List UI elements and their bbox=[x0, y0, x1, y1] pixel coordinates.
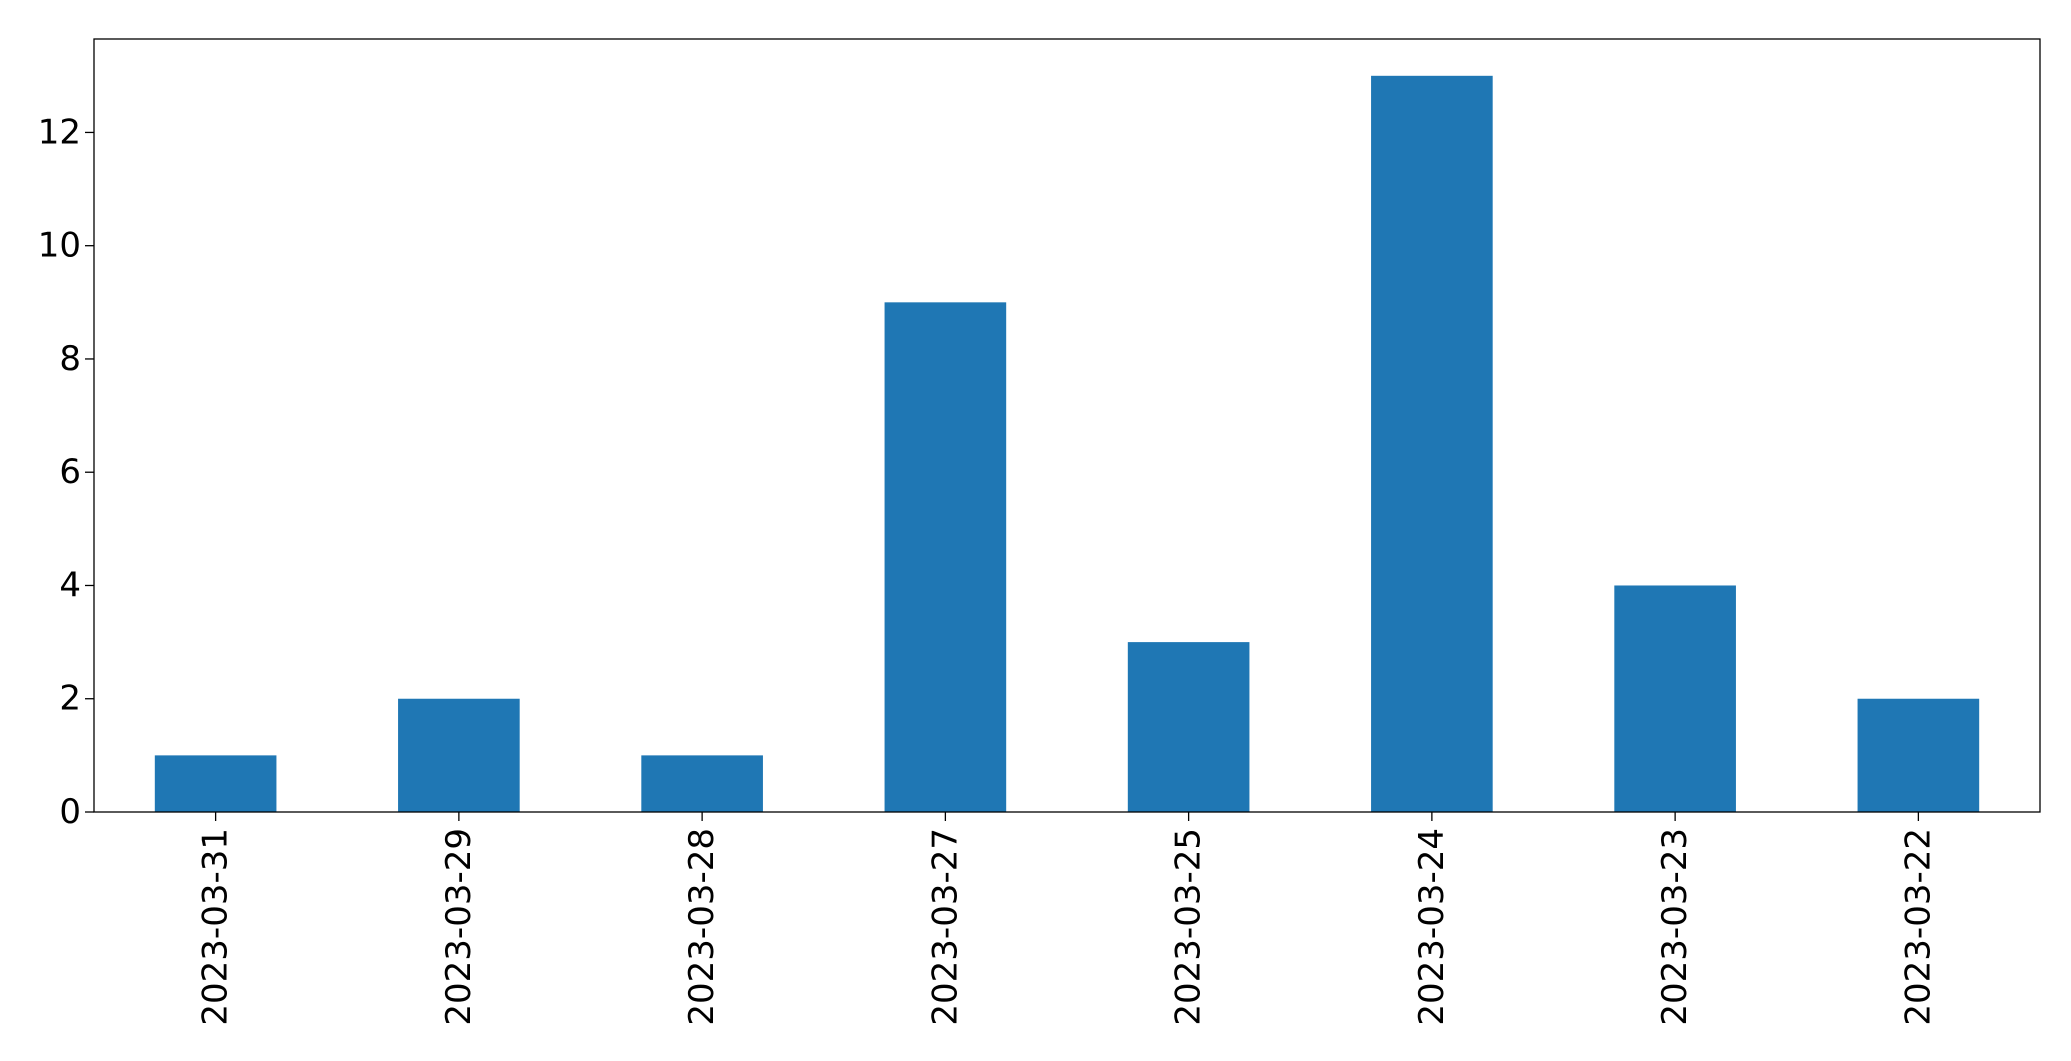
y-tick-label: 10 bbox=[38, 226, 81, 266]
x-tick-label: 2023-03-25 bbox=[1169, 828, 1209, 1026]
x-tick-label: 2023-03-27 bbox=[925, 828, 965, 1026]
y-tick-label: 4 bbox=[59, 565, 81, 605]
x-tick-label: 2023-03-24 bbox=[1412, 828, 1452, 1026]
bar-2023-03-24 bbox=[1371, 75, 1493, 813]
y-tick-label: 8 bbox=[59, 339, 81, 379]
y-tick-label: 2 bbox=[59, 679, 81, 719]
bar-2023-03-25 bbox=[1127, 642, 1250, 812]
plot-frame bbox=[93, 38, 2041, 813]
bar-2023-03-22 bbox=[1857, 698, 1980, 812]
x-tick-label: 2023-03-22 bbox=[1898, 828, 1938, 1026]
x-tick-label: 2023-03-23 bbox=[1655, 828, 1695, 1026]
bar-2023-03-23 bbox=[1614, 585, 1736, 812]
y-tick-label: 6 bbox=[59, 452, 81, 492]
x-tick-label: 2023-03-28 bbox=[682, 828, 722, 1026]
bar-2023-03-31 bbox=[154, 755, 277, 812]
bars-layer bbox=[154, 75, 1980, 813]
x-tick-label: 2023-03-31 bbox=[196, 828, 236, 1026]
x-tick-label: 2023-03-29 bbox=[439, 828, 479, 1026]
bar-2023-03-27 bbox=[884, 302, 1007, 812]
bar-2023-03-29 bbox=[398, 698, 520, 812]
x-axis: 2023-03-31 2023-03-29 2023-03-28 2023-03-27… bbox=[196, 812, 1938, 1026]
bar-2023-03-28 bbox=[641, 755, 763, 812]
y-tick-label: 0 bbox=[59, 792, 81, 832]
y-tick-label: 12 bbox=[38, 112, 81, 152]
y-axis: 0 2 4 6 8 10 12 bbox=[38, 112, 94, 832]
